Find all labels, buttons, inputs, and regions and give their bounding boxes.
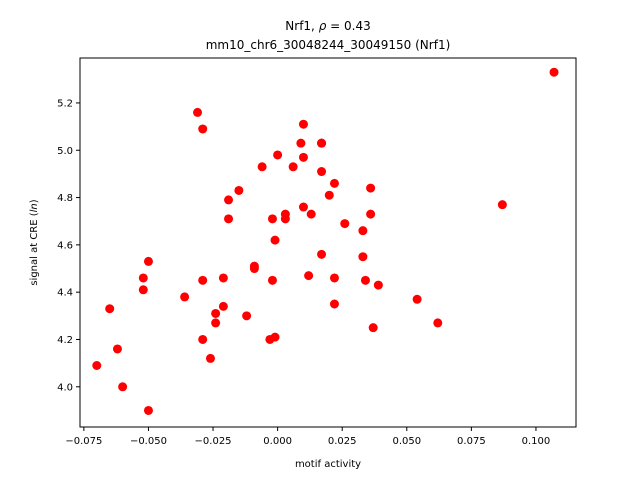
y-tick-label: 5.2 xyxy=(57,98,73,109)
data-point-23 xyxy=(249,264,259,274)
data-point-56 xyxy=(412,294,422,304)
data-point-12 xyxy=(198,334,208,344)
x-axis-label: motif activity xyxy=(295,459,361,470)
data-point-42 xyxy=(317,167,327,177)
data-point-28 xyxy=(270,235,280,245)
data-point-59 xyxy=(549,67,559,77)
data-point-11 xyxy=(198,275,208,285)
data-point-34 xyxy=(296,138,306,148)
data-point-1 xyxy=(105,304,115,314)
x-tick-label: −0.025 xyxy=(195,436,232,447)
data-point-21 xyxy=(242,311,252,321)
data-point-24 xyxy=(257,162,267,172)
x-tick-label: 0.075 xyxy=(457,436,486,447)
data-point-32 xyxy=(280,214,290,224)
x-tick-label: 0.025 xyxy=(328,436,357,447)
y-tick-label: 4.4 xyxy=(57,288,73,299)
data-point-3 xyxy=(118,382,128,392)
data-point-15 xyxy=(211,318,221,328)
data-point-8 xyxy=(180,292,190,302)
data-point-17 xyxy=(218,301,228,311)
data-point-18 xyxy=(224,195,234,205)
data-point-4 xyxy=(138,273,148,283)
data-point-38 xyxy=(304,271,314,281)
chart-title-line2: mm10_chr6_30048244_30049150 (Nrf1) xyxy=(206,38,451,52)
data-point-0 xyxy=(92,361,102,370)
data-point-5 xyxy=(138,285,148,295)
plot-frame xyxy=(79,57,577,428)
data-point-50 xyxy=(358,252,368,262)
y-tick-label: 4.2 xyxy=(57,335,73,346)
data-point-10 xyxy=(198,124,208,134)
data-point-51 xyxy=(360,275,370,285)
data-point-27 xyxy=(267,214,277,224)
data-point-37 xyxy=(298,202,308,212)
points-layer xyxy=(92,67,559,415)
y-tick-label: 4.6 xyxy=(57,240,73,251)
x-tick-label: −0.050 xyxy=(130,436,167,447)
data-point-53 xyxy=(366,209,376,219)
plot-area xyxy=(80,58,576,427)
data-point-26 xyxy=(267,275,277,285)
x-axis-ticks: −0.075 −0.050 −0.025 0.000 0.025 0.050 0.075 0.… xyxy=(65,427,550,447)
data-point-52 xyxy=(366,183,376,193)
data-point-20 xyxy=(234,185,244,195)
data-point-35 xyxy=(298,119,308,129)
data-point-36 xyxy=(298,152,308,162)
data-point-19 xyxy=(224,214,234,224)
data-point-45 xyxy=(329,178,339,188)
data-point-58 xyxy=(497,200,507,210)
data-point-43 xyxy=(317,249,327,259)
data-point-39 xyxy=(306,209,316,219)
data-point-57 xyxy=(433,318,443,328)
data-point-29 xyxy=(270,332,280,342)
data-point-7 xyxy=(143,405,153,415)
data-point-49 xyxy=(358,226,368,236)
data-point-33 xyxy=(288,162,298,172)
data-point-6 xyxy=(143,256,153,266)
data-point-47 xyxy=(329,299,339,309)
data-point-55 xyxy=(373,280,383,290)
data-point-2 xyxy=(112,344,122,354)
data-point-44 xyxy=(324,190,334,200)
y-tick-label: 4.8 xyxy=(57,193,73,204)
data-point-30 xyxy=(273,150,283,160)
data-point-46 xyxy=(329,273,339,283)
y-tick-label: 5.0 xyxy=(57,146,73,157)
x-tick-label: 0.100 xyxy=(522,436,551,447)
data-point-9 xyxy=(193,107,203,117)
data-point-13 xyxy=(205,353,215,363)
x-tick-label: 0.000 xyxy=(263,436,292,447)
x-tick-label: 0.050 xyxy=(392,436,421,447)
data-point-41 xyxy=(317,138,327,148)
data-point-54 xyxy=(368,323,378,333)
y-axis-label: signal at CRE (ln) xyxy=(29,199,40,285)
y-tick-label: 4.0 xyxy=(57,382,73,393)
chart-title-line1: Nrf1, ρ = 0.43 xyxy=(285,19,370,33)
data-point-16 xyxy=(218,273,228,283)
data-point-48 xyxy=(340,219,350,229)
data-point-14 xyxy=(211,308,221,318)
x-tick-label: −0.075 xyxy=(65,436,102,447)
y-axis-ticks: 4.0 4.2 4.4 4.6 4.8 5.0 5.2 xyxy=(57,98,80,393)
